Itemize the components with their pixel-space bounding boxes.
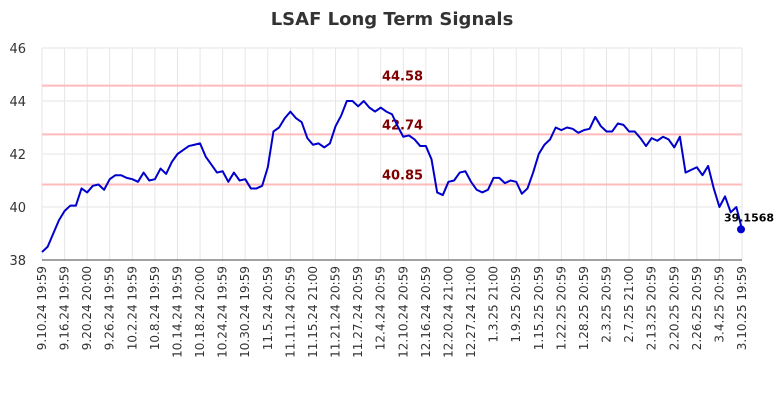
y-tick-label: 42 xyxy=(9,148,26,163)
x-tick-label: 12.4.24 20:59 xyxy=(374,266,388,350)
x-tick-label: 12.27.24 21:00 xyxy=(464,266,478,358)
x-tick-label: 1.28.25 20:59 xyxy=(577,266,591,350)
x-tick-label: 10.8.24 19:59 xyxy=(148,266,162,350)
signal-label: 44.58 xyxy=(382,70,423,85)
x-tick-label: 10.2.24 19:59 xyxy=(125,266,139,350)
grid xyxy=(41,47,743,261)
x-tick-label: 12.10.24 20:59 xyxy=(396,266,410,358)
x-tick-label: 3.4.25 20:59 xyxy=(712,266,726,343)
chart-title: LSAF Long Term Signals xyxy=(271,9,514,30)
y-tick-label: 44 xyxy=(9,95,26,110)
y-axis: 38 40 42 44 46 xyxy=(9,42,26,269)
last-point-marker xyxy=(737,225,745,234)
x-tick-label: 3.10.25 19:59 xyxy=(735,266,749,350)
x-tick-label: 2.7.25 21:00 xyxy=(622,266,636,343)
series-layer: 39.1568 xyxy=(41,100,774,253)
x-tick-label: 1.15.25 20:59 xyxy=(532,266,546,350)
x-tick-label: 1.9.25 20:59 xyxy=(509,266,523,343)
x-tick-label: 2.26.25 20:59 xyxy=(690,266,704,350)
x-tick-label: 10.14.24 19:59 xyxy=(170,266,184,358)
y-tick-label: 40 xyxy=(9,201,26,216)
x-tick-label: 12.16.24 20:59 xyxy=(419,266,433,358)
x-tick-label: 2.13.25 20:59 xyxy=(645,266,659,350)
x-tick-label: 12.20.24 21:00 xyxy=(441,266,455,358)
series-line xyxy=(41,100,743,253)
x-tick-label: 11.5.24 20:59 xyxy=(261,266,275,350)
x-tick-label: 2.3.25 20:59 xyxy=(600,266,614,343)
last-value-label: 39.1568 xyxy=(724,211,774,224)
x-tick-label: 10.30.24 19:59 xyxy=(238,266,252,358)
signal-label: 40.85 xyxy=(382,168,423,183)
y-tick-label: 38 xyxy=(9,254,26,269)
x-tick-label: 10.18.24 20:00 xyxy=(193,266,207,358)
y-tick-label: 46 xyxy=(9,42,26,57)
x-tick-label: 11.27.24 20:59 xyxy=(351,266,365,358)
x-tick-label: 2.20.25 20:59 xyxy=(667,266,681,350)
x-tick-label: 9.20.24 20:00 xyxy=(80,266,94,350)
signal-label: 42.74 xyxy=(382,118,423,133)
x-tick-label: 10.24.24 19:59 xyxy=(216,266,230,358)
x-tick-label: 11.21.24 20:59 xyxy=(329,266,343,358)
x-tick-label: 11.15.24 21:00 xyxy=(306,266,320,358)
x-tick-label: 1.3.25 21:00 xyxy=(487,266,501,343)
x-tick-label: 1.22.25 20:59 xyxy=(554,266,568,350)
x-axis: 9.10.24 19:59 9.16.24 19:59 9.20.24 20:00 9… xyxy=(35,259,749,358)
signal-lines: 44.58 42.74 40.85 xyxy=(42,70,742,186)
x-tick-label: 11.11.24 20:59 xyxy=(283,266,297,358)
x-tick-label: 9.26.24 19:59 xyxy=(103,266,117,350)
x-tick-label: 9.10.24 19:59 xyxy=(35,266,49,350)
x-tick-label: 9.16.24 19:59 xyxy=(58,266,72,350)
